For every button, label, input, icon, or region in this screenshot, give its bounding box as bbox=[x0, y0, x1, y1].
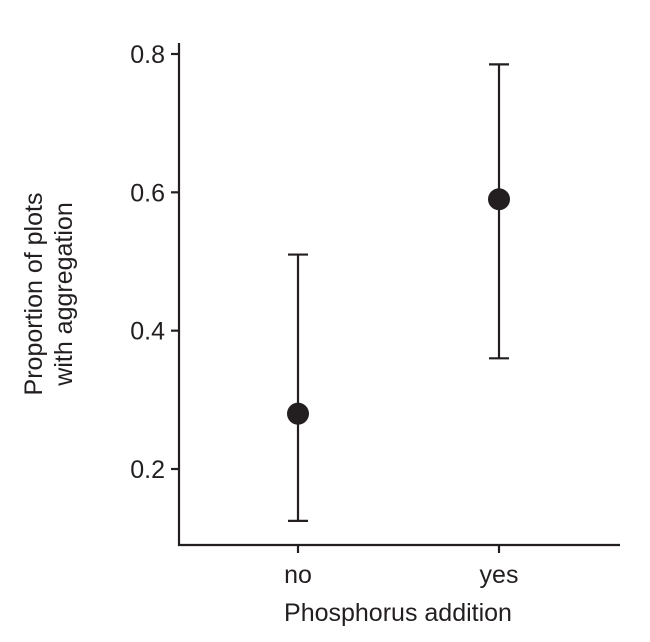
data-points bbox=[287, 188, 510, 425]
axes bbox=[177, 43, 620, 547]
error-bars bbox=[288, 63, 509, 522]
y-tick-label: 0.8 bbox=[130, 41, 165, 69]
data-point-no bbox=[287, 402, 309, 425]
x-ticks: no yes bbox=[284, 545, 518, 589]
y-axis-title-line-2: with aggregation bbox=[50, 202, 78, 386]
y-tick-label: 0.6 bbox=[130, 179, 165, 207]
y-ticks: 0.2 0.4 0.6 0.8 bbox=[130, 41, 179, 484]
y-tick-label: 0.4 bbox=[130, 318, 165, 346]
y-axis-title: Proportion of plots with aggregation bbox=[20, 193, 78, 396]
y-tick-label: 0.2 bbox=[130, 456, 165, 484]
x-tick-label: no bbox=[284, 561, 312, 589]
x-tick-label: yes bbox=[480, 561, 519, 589]
y-axis-title-line-1: Proportion of plots bbox=[20, 193, 48, 396]
data-point-yes bbox=[488, 188, 510, 211]
x-axis-title: Phosphorus addition bbox=[284, 599, 512, 627]
